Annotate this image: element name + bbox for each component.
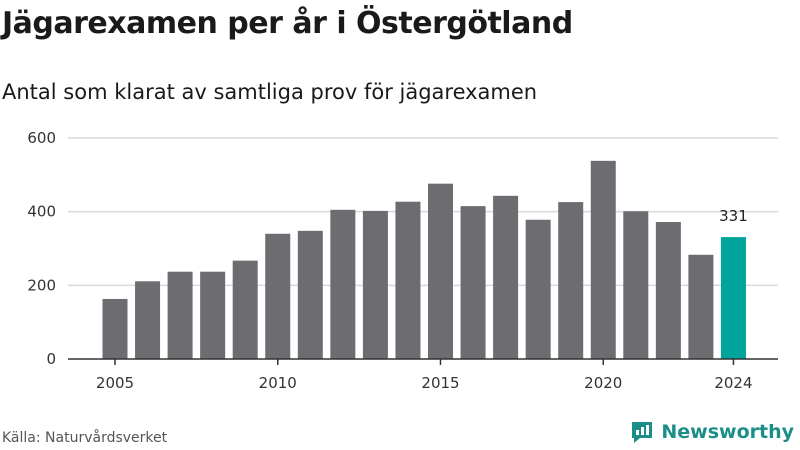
source-note: Källa: Naturvårdsverket (2, 430, 168, 446)
newsworthy-logo-icon (632, 422, 653, 443)
x-tick-label-2010: 2010 (259, 374, 297, 392)
chart-title: Jägarexamen per år i Östergötland (2, 6, 573, 41)
chart-subtitle: Antal som klarat av samtliga prov för jä… (2, 80, 538, 104)
bar-2011 (297, 230, 323, 359)
y-tick-label-200: 200 (27, 276, 56, 294)
bar-2017 (493, 195, 519, 359)
x-tick-label-2020: 2020 (584, 374, 622, 392)
bar-2016 (460, 206, 486, 359)
bar-2023 (688, 254, 714, 359)
bar-2015 (428, 183, 453, 359)
x-tick-label-2024: 2024 (714, 374, 752, 392)
x-tick-label-2015: 2015 (421, 374, 459, 392)
bar-2021 (623, 211, 649, 359)
bar-2007 (167, 271, 193, 359)
x-tick-label-2005: 2005 (96, 374, 134, 392)
bar-2013 (362, 210, 388, 359)
bar-2008 (200, 271, 226, 359)
bar-2018 (525, 219, 551, 359)
y-tick-label-600: 600 (27, 129, 56, 147)
bar-2020 (590, 160, 616, 359)
bar-2019 (558, 202, 584, 359)
bar-2006 (135, 281, 161, 359)
bar-2010 (265, 233, 291, 359)
bar-2014 (395, 201, 421, 359)
y-tick-label-0: 0 (46, 350, 56, 368)
bar-2022 (655, 221, 681, 359)
brand-logo: Newsworthy (629, 419, 794, 445)
bar-2012 (330, 209, 356, 359)
data-label-2024: 331 (719, 207, 748, 225)
y-tick-label-400: 400 (27, 203, 56, 221)
bar-2024 (720, 237, 746, 359)
bar-2009 (232, 260, 258, 359)
bar-2005 (102, 298, 128, 359)
brand-name: Newsworthy (661, 421, 794, 443)
